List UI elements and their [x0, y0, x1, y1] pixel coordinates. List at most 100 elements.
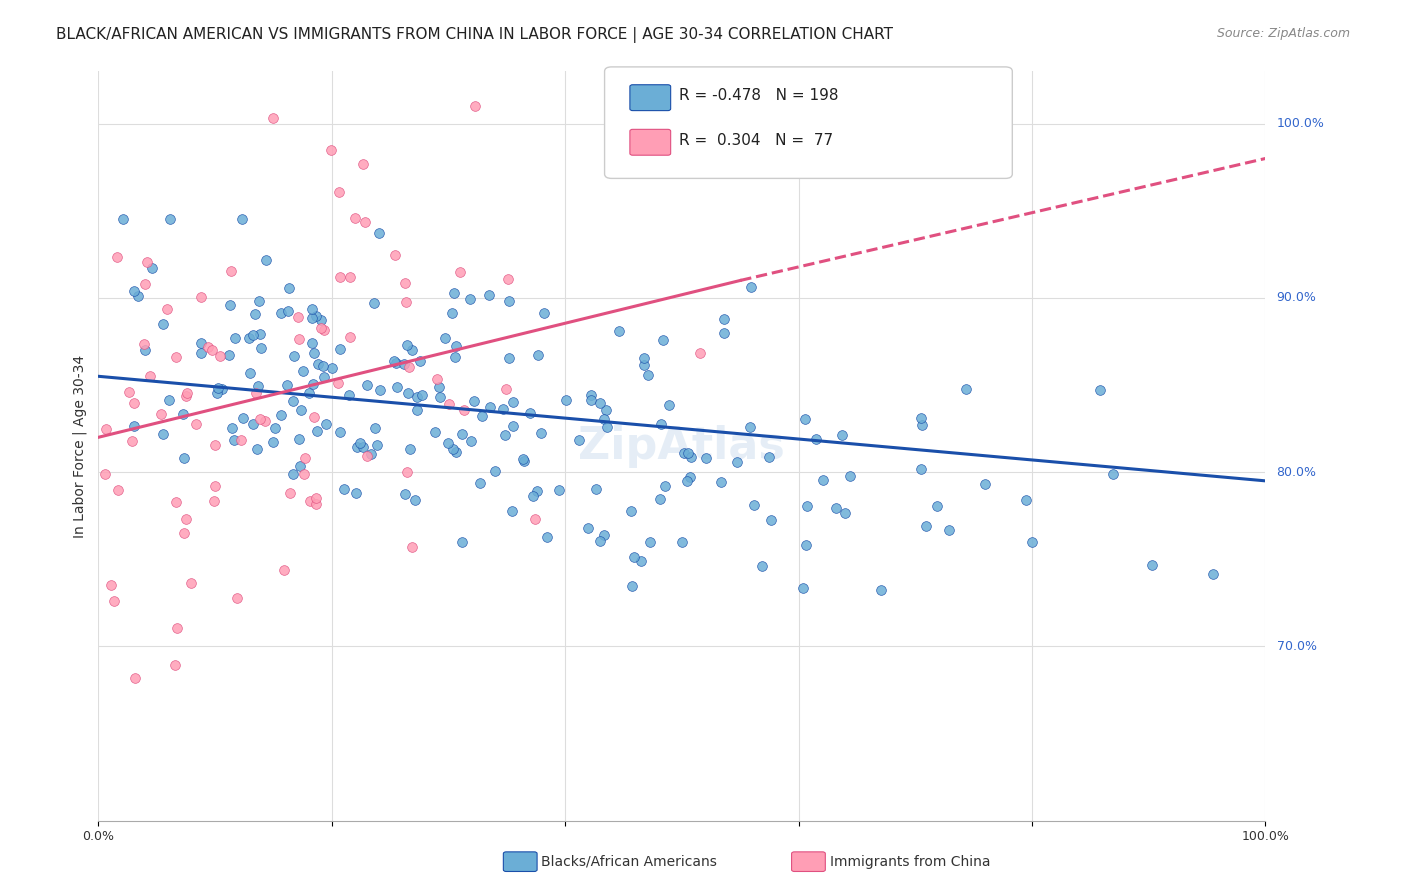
Point	[305, 309, 328, 323]
Point	[406, 403, 429, 417]
Point	[548, 483, 571, 497]
Point	[498, 351, 520, 365]
Point	[294, 450, 316, 465]
Point	[1088, 384, 1111, 398]
Point	[938, 524, 960, 538]
Point	[174, 389, 197, 403]
Point	[292, 467, 315, 481]
Point	[633, 351, 655, 365]
Point	[292, 364, 315, 378]
Point	[910, 462, 932, 476]
Point	[224, 331, 246, 345]
Point	[494, 427, 516, 442]
Point	[127, 289, 149, 303]
Point	[190, 346, 212, 360]
Point	[363, 296, 385, 310]
Point	[568, 434, 591, 448]
Point	[689, 346, 711, 360]
Point	[344, 486, 367, 500]
Point	[281, 393, 304, 408]
Point	[650, 417, 672, 432]
Point	[915, 519, 938, 533]
Point	[411, 388, 433, 402]
Point	[464, 99, 486, 113]
Point	[440, 306, 463, 320]
Point	[478, 287, 501, 301]
Point	[620, 579, 643, 593]
Point	[176, 386, 198, 401]
Point	[157, 392, 180, 407]
Point	[444, 444, 467, 458]
Point	[207, 385, 229, 400]
Point	[209, 349, 232, 363]
Point	[301, 310, 323, 325]
Point	[159, 212, 181, 227]
Point	[955, 382, 977, 396]
Point	[450, 427, 472, 442]
Point	[831, 428, 853, 442]
Point	[283, 349, 305, 363]
Point	[585, 483, 607, 497]
Point	[441, 442, 464, 456]
Point	[401, 343, 423, 357]
Point	[247, 293, 270, 308]
Point	[309, 313, 332, 327]
Point	[354, 215, 377, 229]
Point	[124, 671, 146, 685]
Point	[202, 494, 225, 508]
Point	[288, 432, 311, 446]
Point	[100, 578, 122, 592]
Point	[444, 351, 467, 365]
Point	[224, 433, 246, 447]
Point	[654, 479, 676, 493]
Point	[404, 493, 426, 508]
Point	[231, 212, 253, 227]
Point	[399, 442, 422, 456]
Point	[1102, 467, 1125, 482]
Point	[349, 435, 371, 450]
Point	[366, 437, 388, 451]
Point	[211, 382, 233, 396]
Point	[301, 335, 323, 350]
Point	[492, 402, 515, 417]
Point	[676, 474, 699, 488]
Point	[301, 301, 323, 316]
Point	[633, 358, 655, 372]
Point	[526, 348, 548, 362]
Point	[498, 293, 520, 308]
Point	[172, 407, 194, 421]
Point	[925, 499, 948, 513]
Point	[581, 393, 603, 408]
Text: 80.0%: 80.0%	[1277, 466, 1316, 479]
Point	[592, 527, 614, 541]
Point	[204, 438, 226, 452]
Point	[166, 622, 188, 636]
Point	[436, 436, 458, 450]
Point	[751, 558, 773, 573]
Point	[112, 212, 135, 227]
Point	[173, 525, 195, 540]
Point	[329, 342, 352, 356]
Point	[346, 440, 368, 454]
Point	[382, 354, 405, 368]
Point	[302, 345, 325, 359]
Point	[246, 442, 269, 457]
Point	[94, 467, 117, 482]
Point	[839, 469, 862, 483]
Point	[433, 331, 456, 345]
Point	[794, 412, 817, 426]
Point	[1202, 567, 1225, 582]
Point	[384, 248, 406, 262]
Point	[409, 354, 432, 368]
Point	[451, 534, 474, 549]
Point	[277, 303, 299, 318]
Point	[395, 294, 418, 309]
Point	[360, 447, 382, 461]
Point	[239, 366, 262, 380]
Point	[152, 317, 174, 331]
Point	[190, 336, 212, 351]
Text: Source: ZipAtlas.com: Source: ZipAtlas.com	[1216, 27, 1350, 40]
Point	[329, 270, 352, 285]
Text: Immigrants from China: Immigrants from China	[830, 855, 990, 869]
Point	[207, 381, 229, 395]
